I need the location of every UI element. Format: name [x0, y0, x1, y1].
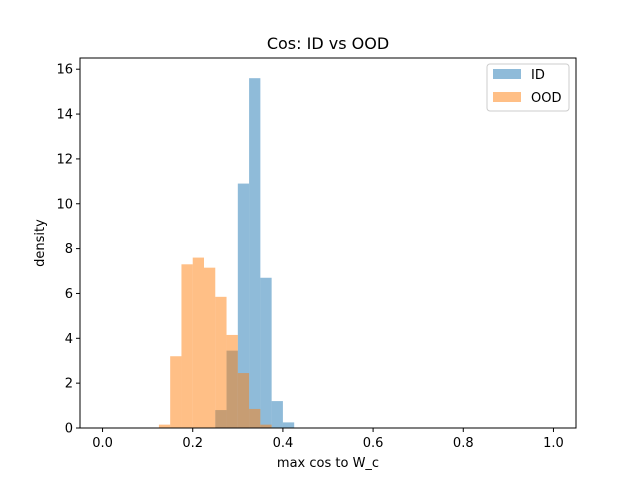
- y-tick-label: 4: [65, 332, 73, 347]
- bars-layer: [158, 78, 295, 429]
- histogram-bar-ood-8: [249, 408, 261, 428]
- y-tick-label: 14: [56, 108, 73, 123]
- legend: ID OOD: [486, 63, 570, 112]
- y-tick-label: 8: [65, 242, 73, 257]
- legend-swatch-ood: [493, 92, 521, 102]
- histogram-bar-ood-4: [204, 267, 216, 428]
- y-tick-label: 6: [65, 287, 73, 302]
- histogram-bar-ood-3: [192, 257, 204, 428]
- y-axis-label: density: [33, 219, 48, 267]
- x-tick-label: 0.4: [273, 436, 294, 451]
- histogram-bar-ood-9: [260, 424, 272, 428]
- histogram-bar-ood-1: [170, 356, 182, 428]
- y-axis-ticks: 0 2 4 6 8 10 12 14 16: [56, 63, 80, 437]
- histogram-bar-ood-6: [226, 334, 238, 428]
- histogram-bar-ood-0: [158, 424, 171, 428]
- x-tick-label: 0.2: [182, 436, 203, 451]
- histogram-bar-id-3: [249, 78, 261, 429]
- histogram-bar-id-5: [271, 401, 283, 428]
- x-axis-label: max cos to W_c: [277, 456, 379, 471]
- y-tick-label: 2: [65, 377, 73, 392]
- histogram-bar-ood-7: [237, 373, 250, 428]
- y-tick-label: 16: [56, 63, 73, 78]
- x-tick-label: 0.6: [363, 436, 384, 451]
- histogram-bar-ood-2: [181, 264, 193, 428]
- legend-label-ood: OOD: [531, 91, 561, 106]
- x-tick-label: 0.0: [92, 436, 113, 451]
- plot-frame: [79, 57, 577, 429]
- legend-label-id: ID: [531, 68, 545, 83]
- y-tick-label: 12: [56, 152, 73, 167]
- histogram-bar-id-2: [237, 183, 250, 428]
- y-tick-label: 0: [65, 422, 73, 437]
- histogram-bar-id-6: [282, 422, 295, 428]
- x-axis-ticks: 0.0 0.2 0.4 0.6 0.8 1.0: [92, 428, 564, 451]
- y-tick-label: 10: [56, 197, 73, 212]
- x-tick-label: 1.0: [543, 436, 564, 451]
- x-tick-label: 0.8: [453, 436, 474, 451]
- histogram-bar-id-4: [260, 277, 272, 428]
- chart-title: Cos: ID vs OOD: [267, 34, 389, 53]
- legend-swatch-id: [493, 69, 521, 79]
- histogram-bar-ood-5: [215, 296, 227, 428]
